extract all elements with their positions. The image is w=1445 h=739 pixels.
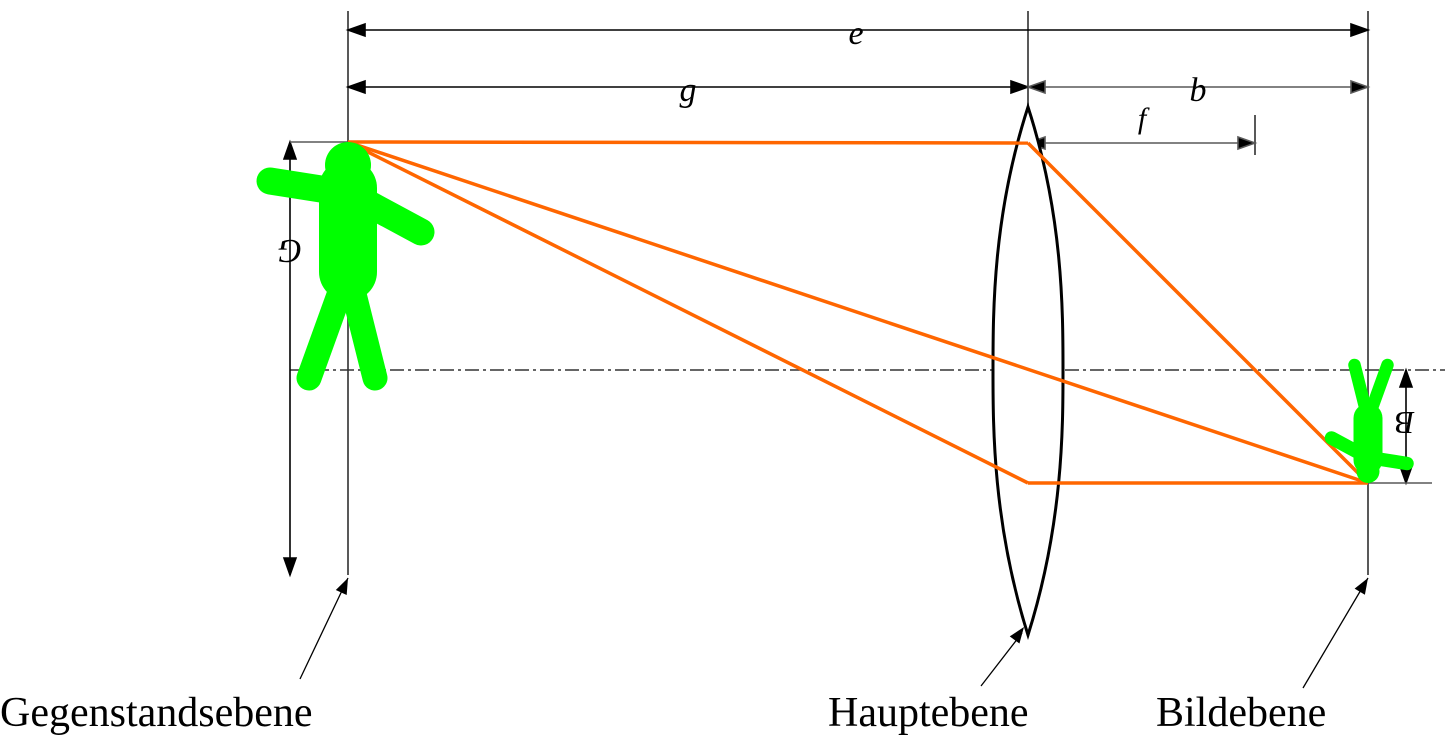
svg-text:g: g <box>680 72 697 109</box>
svg-text:b: b <box>1190 72 1207 109</box>
svg-text:Gegenstandsebene: Gegenstandsebene <box>0 690 313 736</box>
svg-text:f: f <box>1138 102 1150 135</box>
svg-text:G: G <box>278 232 303 269</box>
svg-text:e: e <box>848 15 863 52</box>
svg-text:Bildebene: Bildebene <box>1156 690 1326 736</box>
svg-text:Hauptebene: Hauptebene <box>828 690 1029 736</box>
svg-text:B: B <box>1395 405 1415 441</box>
